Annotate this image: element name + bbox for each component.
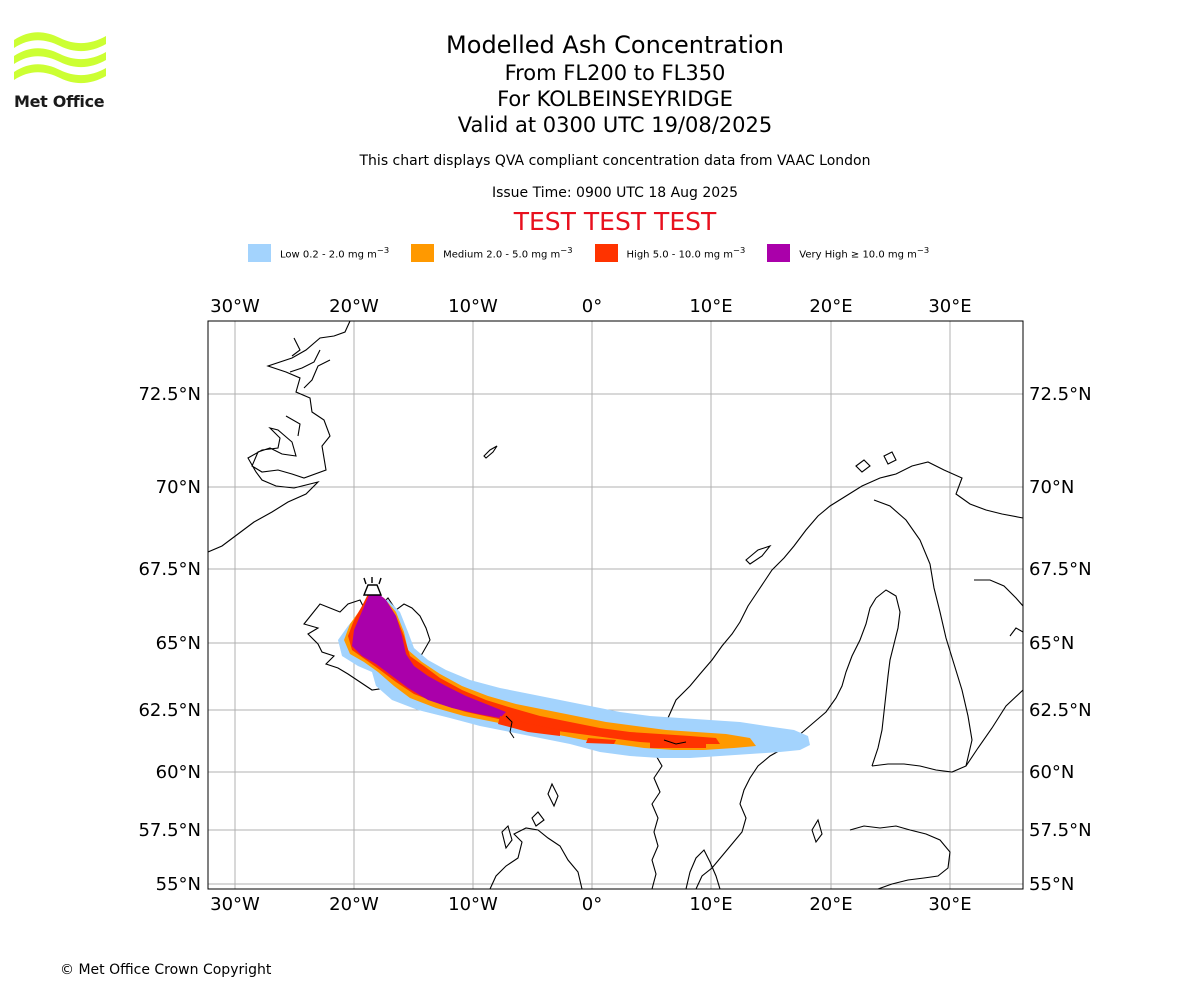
lon-tick-top-0: 30°W <box>210 296 260 317</box>
lon-tick-bottom-0: 30°W <box>210 894 260 915</box>
lon-tick-top-2: 10°W <box>448 296 498 317</box>
ash-zone-very-high <box>352 588 506 718</box>
coast-kola <box>974 579 1023 607</box>
test-banner: TEST TEST TEST <box>513 207 717 236</box>
title-line-4: Valid at 0300 UTC 19/08/2025 <box>457 113 773 137</box>
gridlines <box>208 321 1023 889</box>
lon-tick-top-3: 0° <box>582 296 602 317</box>
ash-zone-low <box>338 598 810 758</box>
coast-greenland-fjord-1 <box>289 349 321 373</box>
lat-tick-right-3: 65°N <box>1029 633 1074 654</box>
lon-tick-bottom-5: 20°E <box>809 894 852 915</box>
lon-tick-top-4: 10°E <box>689 296 732 317</box>
coast-gotland <box>811 818 823 844</box>
lon-tick-bottom-4: 10°E <box>689 894 732 915</box>
legend: Low 0.2 - 2.0 mg m−3 Medium 2.0 - 5.0 mg… <box>248 244 951 262</box>
logo-text: Met Office <box>14 92 105 111</box>
lon-tick-bottom-1: 20°W <box>329 894 379 915</box>
lon-tick-bottom-3: 0° <box>582 894 602 915</box>
coast-lofoten <box>745 544 772 565</box>
lat-tick-left-6: 57.5°N <box>138 820 201 841</box>
legend-label-medium: Medium 2.0 - 5.0 mg m−3 <box>443 245 573 261</box>
lat-tick-left-0: 72.5°N <box>138 384 201 405</box>
lat-ticks-left: 72.5°N 70°N 67.5°N 65°N 62.5°N 60°N 57.5… <box>138 384 201 895</box>
lat-tick-right-4: 62.5°N <box>1029 700 1092 721</box>
lat-tick-right-6: 57.5°N <box>1029 820 1092 841</box>
coast-jan-mayen <box>483 445 498 459</box>
lat-ticks-right: 72.5°N 70°N 67.5°N 65°N 62.5°N 60°N 57.5… <box>1029 384 1092 895</box>
coast-hebrides <box>501 824 513 850</box>
lon-ticks-top: 30°W 20°W 10°W 0° 10°E 20°E 30°E <box>210 296 971 317</box>
legend-item-low: Low 0.2 - 2.0 mg m−3 <box>248 244 389 262</box>
lon-ticks-bottom: 30°W 20°W 10°W 0° 10°E 20°E 30°E <box>210 894 971 915</box>
coastlines <box>208 321 1023 889</box>
coast-greenland <box>208 321 351 553</box>
lat-tick-left-7: 55°N <box>156 874 201 895</box>
coast-greenland-fjord-4 <box>285 415 301 437</box>
lat-tick-left-5: 60°N <box>156 762 201 783</box>
title-block: Modelled Ash Concentration From FL200 to… <box>215 30 1015 236</box>
coast-denmark <box>685 849 721 889</box>
lon-tick-bottom-6: 30°E <box>928 894 971 915</box>
title-line-3: For KOLBEINSEYRIDGE <box>497 87 733 111</box>
title-line-2: From FL200 to FL350 <box>504 61 726 85</box>
coast-norway <box>651 461 1023 889</box>
coast-norway-islands <box>855 451 897 473</box>
met-office-logo: Met Office <box>14 30 106 112</box>
legend-swatch-low <box>248 244 271 262</box>
lat-tick-left-2: 67.5°N <box>138 559 201 580</box>
lat-tick-right-0: 72.5°N <box>1029 384 1092 405</box>
lon-tick-top-1: 20°W <box>329 296 379 317</box>
coast-white-sea <box>1009 627 1023 637</box>
legend-label-low: Low 0.2 - 2.0 mg m−3 <box>280 245 390 261</box>
coast-orkney <box>531 811 545 827</box>
lat-tick-right-5: 60°N <box>1029 762 1074 783</box>
legend-item-medium: Medium 2.0 - 5.0 mg m−3 <box>411 244 573 262</box>
coast-finland <box>871 499 973 773</box>
copyright: © Met Office Crown Copyright <box>60 962 272 978</box>
ash-high-streak-1 <box>498 716 560 736</box>
legend-swatch-high <box>594 244 618 262</box>
volcano-icon <box>362 577 383 596</box>
title-line-1: Modelled Ash Concentration <box>446 31 784 59</box>
lat-tick-right-2: 67.5°N <box>1029 559 1092 580</box>
met-office-waves-icon <box>14 32 106 84</box>
legend-swatch-very-high <box>767 244 791 262</box>
coastlines-overlay <box>505 715 687 745</box>
legend-item-high: High 5.0 - 10.0 mg m−3 <box>594 244 746 262</box>
issue-time: Issue Time: 0900 UTC 18 Aug 2025 <box>491 185 739 201</box>
legend-swatch-medium <box>411 244 435 262</box>
ash-high-streak-3 <box>650 742 706 748</box>
coast-greenland-fjord-2 <box>303 359 331 389</box>
lat-tick-left-4: 62.5°N <box>138 700 201 721</box>
lat-tick-left-1: 70°N <box>156 477 201 498</box>
legend-label-high: High 5.0 - 10.0 mg m−3 <box>626 245 746 261</box>
legend-item-very-high: Very High ≥ 10.0 mg m−3 <box>767 244 929 262</box>
coast-scotland <box>489 827 583 889</box>
map-body <box>208 321 1023 889</box>
coast-greenland-fjord-3 <box>291 337 301 357</box>
lat-tick-right-7: 55°N <box>1029 874 1074 895</box>
lat-tick-left-3: 65°N <box>156 633 201 654</box>
coast-shetland <box>547 782 559 808</box>
lat-tick-right-1: 70°N <box>1029 477 1074 498</box>
subtitle: This chart displays QVA compliant concen… <box>359 153 871 169</box>
coast-bothnia <box>871 589 901 767</box>
coast-finland-east <box>965 689 1023 767</box>
map-frame <box>207 320 1024 890</box>
coast-iceland <box>303 597 431 691</box>
lon-tick-top-6: 30°E <box>928 296 971 317</box>
legend-label-very-high: Very High ≥ 10.0 mg m−3 <box>799 245 930 261</box>
coast-baltic-states <box>849 825 951 889</box>
ash-high-streak-2 <box>586 738 616 744</box>
lon-tick-bottom-2: 10°W <box>448 894 498 915</box>
lon-tick-top-5: 20°E <box>809 296 852 317</box>
